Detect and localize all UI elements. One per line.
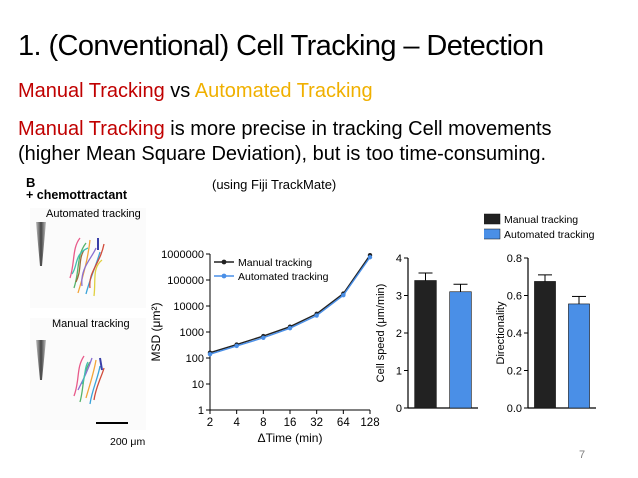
msd-y-tick-label: 1000000 — [161, 249, 204, 261]
msd-x-tick-label: 64 — [337, 417, 350, 429]
bar-y-tick-label: 0.0 — [507, 403, 522, 415]
msd-legend-label: Automated tracking — [238, 271, 329, 283]
msd-x-tick-label: 32 — [310, 417, 323, 429]
msd-data-point — [314, 313, 319, 318]
bar-y-tick-label: 3 — [396, 291, 402, 303]
msd-legend-marker — [221, 273, 227, 279]
msd-y-tick-label: 10000 — [173, 301, 204, 313]
msd-data-point — [341, 293, 346, 298]
msd-y-tick-label: 10 — [192, 379, 204, 391]
bar-legend-swatch — [484, 213, 501, 225]
msd-x-tick-label: 8 — [260, 417, 266, 429]
msd-data-point — [287, 326, 293, 331]
bar-y-tick-label: 4 — [396, 253, 402, 265]
scale-bar-label: 200 μm — [110, 436, 146, 448]
msd-data-point — [261, 335, 266, 340]
panel-label: B — [26, 175, 36, 190]
bar-legend-swatch — [484, 228, 501, 240]
msd-x-label: ΔTime (min) — [258, 431, 323, 445]
msd-x-tick-label: 2 — [207, 417, 213, 429]
chemoattractant-label: + chemottractant — [26, 188, 128, 202]
msd-data-point — [207, 352, 213, 357]
pipette-icon — [36, 340, 46, 380]
msd-chart: 1 10 100 1000 10000 100000 1000000 2 4 8 16 32 64 128… — [149, 249, 380, 445]
tool-note: (using Fiji TrackMate) — [212, 177, 337, 192]
msd-data-point — [234, 343, 239, 349]
msd-y-label: MSD (μm²) — [149, 303, 163, 362]
manual-image-label: Manual tracking — [52, 318, 130, 330]
bar — [568, 303, 590, 409]
automated-tracking-image: Automated tracking — [30, 208, 146, 308]
bar-y-tick-label: 0.4 — [507, 328, 522, 340]
automated-tracks-drawing — [36, 222, 105, 297]
bar — [449, 291, 472, 409]
body-line-1: Manual Tracking is more precise in track… — [18, 117, 552, 142]
body-text: Manual Tracking is more precise in track… — [18, 117, 552, 167]
body-manual-highlight: Manual Tracking — [18, 118, 165, 140]
msd-y-tick-label: 1 — [198, 405, 204, 417]
msd-x-tick-label: 16 — [284, 417, 297, 429]
msd-x-tick-label: 4 — [233, 417, 240, 429]
msd-data-point — [367, 255, 373, 260]
scale-bar — [96, 422, 128, 424]
msd-x-tick-label: 128 — [360, 417, 379, 429]
bar-y-tick-label: 0 — [396, 403, 402, 415]
bar — [414, 280, 437, 409]
bar-y-tick-label: 0.8 — [507, 253, 522, 265]
speed-y-label: Cell speed (μm/min) — [375, 284, 387, 383]
pipette-icon — [36, 222, 46, 266]
manual-tracking-image: Manual tracking — [30, 318, 146, 430]
msd-y-tick-label: 1000 — [180, 327, 204, 339]
subtitle-line: Manual Tracking vs Automated Tracking — [18, 80, 373, 103]
automated-image-label: Automated tracking — [46, 208, 141, 220]
slide-title: 1. (Conventional) Cell Tracking – Detect… — [18, 30, 544, 62]
subtitle-vs: vs — [164, 80, 195, 102]
body-line-2: (higher Mean Square Deviation), but is t… — [18, 143, 547, 165]
directionality-chart: Directionality 0.0 0.2 0.4 0.6 0.8 Manual tra… — [484, 213, 596, 415]
directionality-y-label: Directionality — [495, 301, 507, 364]
bar-y-tick-label: 0.6 — [507, 291, 522, 303]
msd-y-tick-label: 100000 — [167, 275, 204, 287]
msd-legend-label: Manual tracking — [238, 257, 312, 269]
subtitle-manual: Manual Tracking — [18, 80, 165, 102]
msd-legend-marker — [221, 259, 227, 265]
body-line-1-rest: is more precise in tracking Cell movemen… — [164, 118, 552, 140]
bar-y-tick-label: 0.2 — [507, 366, 522, 378]
msd-series-line — [209, 254, 371, 354]
bar-y-tick-label: 2 — [396, 328, 402, 340]
subtitle-automated: Automated Tracking — [194, 80, 373, 102]
bar-legend-label: Automated tracking — [504, 229, 595, 241]
page-number: 7 — [579, 449, 586, 461]
msd-y-tick-label: 100 — [186, 353, 204, 365]
bar-y-tick-label: 1 — [396, 366, 402, 378]
bar — [534, 281, 556, 409]
cell-speed-chart: Cell speed (μm/min) 0 1 2 3 4 — [375, 253, 478, 415]
manual-tracks-drawing — [36, 340, 105, 405]
bar-legend-label: Manual tracking — [504, 214, 578, 226]
